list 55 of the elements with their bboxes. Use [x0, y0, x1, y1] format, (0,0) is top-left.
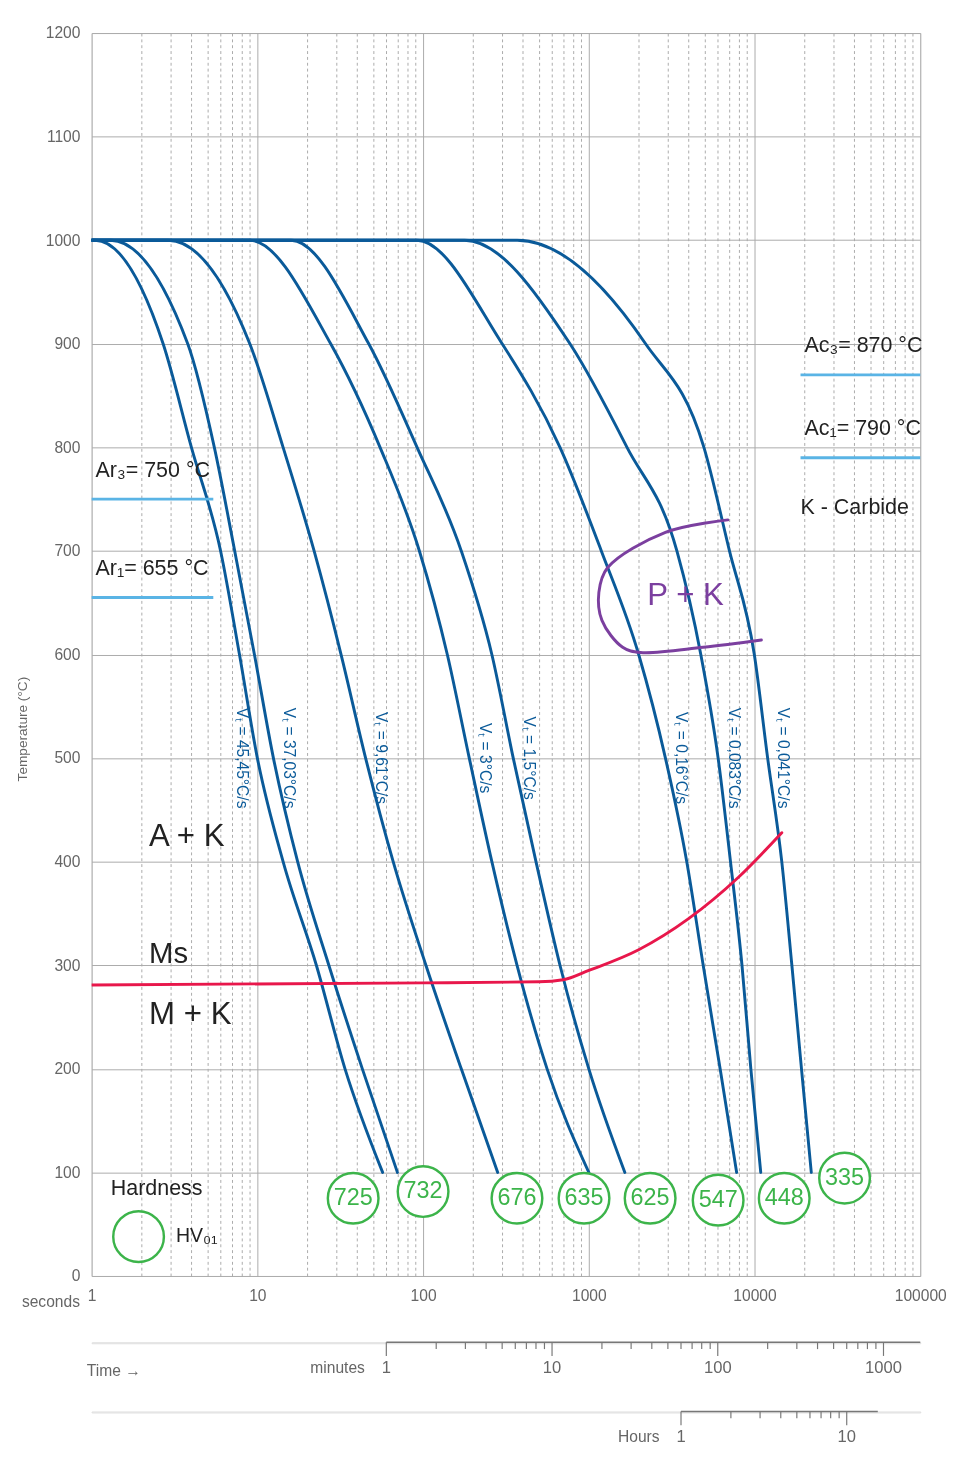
text: Vₜ = 9,61°C/s: [373, 712, 391, 805]
y-tick-label: 1100: [46, 128, 81, 145]
annotation: 732: [403, 1177, 443, 1204]
y-tick-label: 400: [54, 853, 81, 871]
y-tick-label: 1000: [45, 231, 81, 249]
annotation: 547: [698, 1185, 738, 1212]
series-label: Ms: [149, 937, 189, 970]
y-tick-label: 100: [54, 1163, 81, 1181]
annotation: A + K: [149, 818, 225, 854]
text: Vₜ = 1,5°C/s: [520, 716, 538, 801]
y-tick-label: 700: [54, 542, 81, 560]
text: Time →: [86, 1362, 141, 1380]
text: 1000: [865, 1357, 902, 1377]
text: 10: [542, 1357, 562, 1377]
y-axis-title: Temperature (°C): [15, 676, 31, 782]
ref-line-label: Ac₃= 870 °C: [804, 333, 923, 358]
text: 10: [837, 1426, 856, 1446]
x-tick-label: 1: [87, 1286, 97, 1304]
annotation: 635: [564, 1184, 604, 1211]
annotation: M + K: [149, 995, 232, 1031]
y-tick-label: 800: [54, 438, 81, 456]
text: Vₜ = 37,03°C/s: [281, 707, 299, 809]
text: minutes: [310, 1358, 366, 1376]
y-tick-label: 200: [54, 1060, 81, 1078]
text: Vₜ = 0,16°C/s: [673, 712, 691, 805]
y-tick-label: 0: [71, 1267, 81, 1285]
y-tick-label: 600: [54, 645, 81, 663]
text: 1: [676, 1426, 686, 1446]
annotation: K - Carbide: [800, 495, 909, 520]
text: Hours: [617, 1427, 660, 1445]
text: Vₜ = 0,083°C/s: [725, 707, 743, 809]
annotation: 335: [825, 1163, 865, 1190]
x-tick-label: 10000: [733, 1286, 778, 1304]
annotation: HV₀₁: [175, 1224, 219, 1247]
x-tick-label: 10: [249, 1286, 267, 1304]
annotation: 625: [630, 1184, 670, 1211]
y-tick-label: 500: [54, 749, 81, 767]
text: Vₜ = 45,45°C/s: [233, 707, 251, 809]
y-tick-label: 1200: [45, 24, 81, 42]
annotation: Hardness: [110, 1175, 203, 1200]
ref-line-label: Ar₁= 655 °C: [95, 556, 209, 581]
annotation: 725: [333, 1184, 373, 1211]
annotation: 448: [764, 1184, 804, 1211]
x-axis-title: seconds: [21, 1293, 81, 1311]
x-tick-label: 100000: [894, 1286, 948, 1304]
text: Vₜ = 0,041°C/s: [775, 707, 793, 809]
ref-line-label: Ac₁= 790 °C: [804, 416, 921, 441]
y-tick-label: 900: [54, 335, 81, 353]
annotation: 676: [497, 1184, 537, 1211]
x-tick-label: 1000: [571, 1286, 607, 1304]
x-tick-label: 100: [410, 1286, 437, 1304]
text: 100: [703, 1357, 732, 1377]
text: Vₜ = 3°C/s: [477, 722, 494, 794]
text: 1: [381, 1357, 391, 1377]
y-tick-label: 300: [54, 956, 81, 974]
